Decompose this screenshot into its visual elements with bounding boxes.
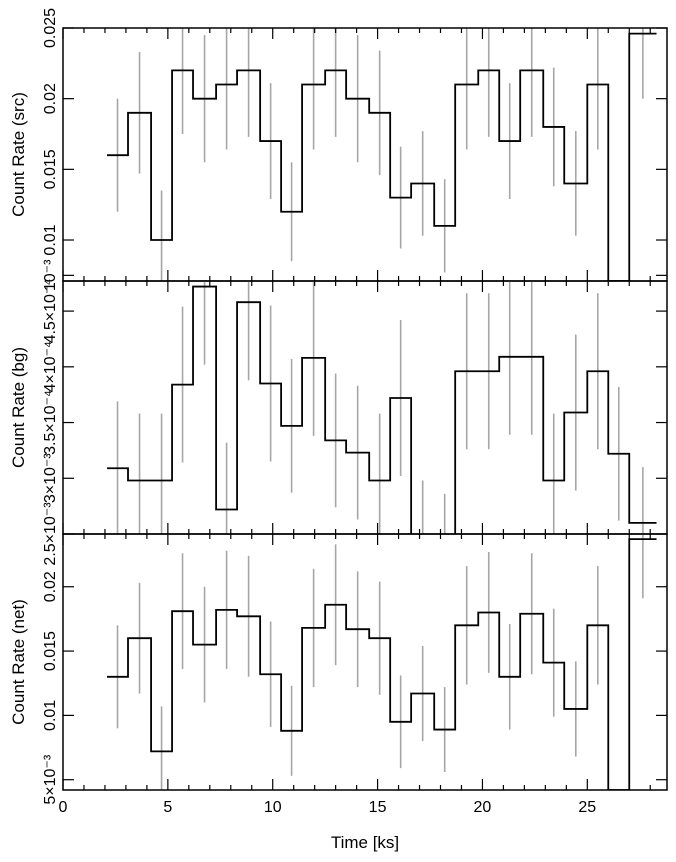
panel-frame	[62, 533, 668, 791]
y-ticks: 2.5×10⁻³3×10⁻³3.5×10⁻⁴4×10⁻⁴4.5×10⁻⁴	[42, 279, 667, 566]
step-line	[107, 32, 657, 281]
y-tick-label-1: 2.5×10⁻³	[42, 502, 59, 566]
x-ticks	[62, 281, 651, 534]
y-tick-label-4: 0.02	[42, 571, 59, 602]
x-tick-label-2: 5	[163, 799, 172, 816]
x-axis-title: Time [ks]	[331, 833, 399, 852]
y-tick-label-2: 3×10⁻³	[42, 453, 59, 503]
panel-2: 2.5×10⁻³3×10⁻³3.5×10⁻⁴4×10⁻⁴4.5×10⁻⁴ Coun…	[9, 279, 668, 566]
panel-3: 5×10⁻³ 0.01 0.015 0.02 Count Rate (net)	[9, 533, 668, 805]
x-ticks	[62, 534, 651, 790]
y-tick-label-3: 0.015	[42, 149, 59, 189]
y-axis-title: Count Rate (src)	[9, 92, 28, 217]
y-tick-label-2: 0.01	[42, 700, 59, 731]
y-tick-label-5: 10⁻³	[42, 259, 59, 291]
y-tick-label-1: 0.025	[42, 8, 59, 48]
x-tick-label-4: 15	[369, 799, 387, 816]
y-tick-label-1: 5×10⁻³	[42, 754, 59, 804]
y-axis-title: Count Rate (net)	[9, 599, 28, 725]
y-tick-label-4: 4×10⁻⁴	[42, 341, 59, 392]
step-line	[107, 538, 657, 790]
y-axis-title: Count Rate (bg)	[9, 347, 28, 468]
y-tick-label-3: 0.015	[42, 631, 59, 671]
panel-1: 0.025 0.02 0.015 0.01 10⁻³ Count Rate (src)	[9, 8, 668, 291]
y-ticks: 5×10⁻³ 0.01 0.015 0.02	[42, 571, 667, 805]
error-bars	[116, 281, 644, 534]
y-tick-label-5: 4.5×10⁻⁴	[42, 279, 59, 344]
x-tick-label-1: 0	[59, 799, 68, 816]
y-tick-label-2: 0.02	[42, 83, 59, 114]
x-ticks	[62, 28, 651, 281]
x-tick-label-5: 20	[474, 799, 492, 816]
y-tick-label-3: 3.5×10⁻⁴	[42, 390, 59, 455]
y-tick-label-4: 0.01	[42, 224, 59, 255]
y-ticks: 0.025 0.02 0.015 0.01 10⁻³	[42, 8, 667, 291]
x-tick-label-6: 25	[578, 799, 596, 816]
step-line	[107, 285, 657, 534]
x-tick-label-3: 10	[264, 799, 282, 816]
